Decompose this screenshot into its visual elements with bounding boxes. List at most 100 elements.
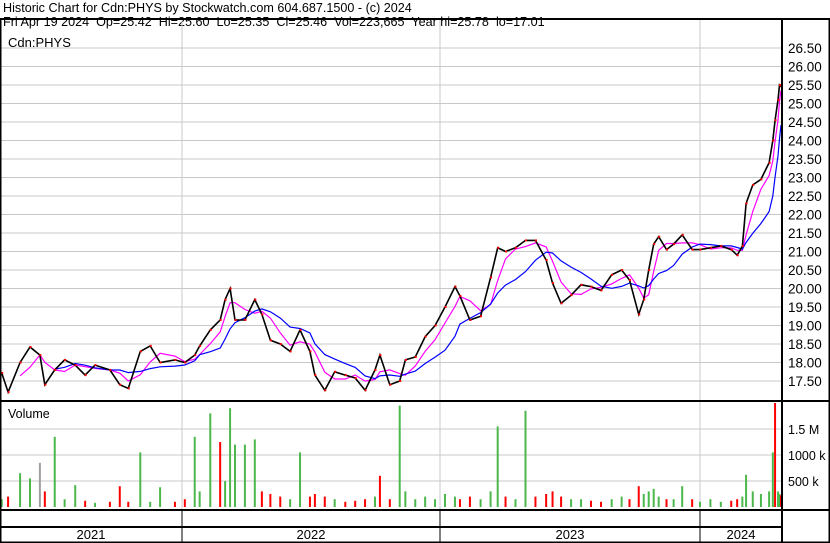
- volume-bar: [279, 496, 282, 507]
- close-marker: [261, 313, 264, 316]
- close-marker: [720, 244, 723, 247]
- volume-bar: [398, 405, 401, 507]
- close-marker: [84, 374, 87, 377]
- close-marker: [611, 273, 614, 276]
- close-marker: [399, 380, 402, 382]
- volume-bar: [323, 496, 326, 507]
- close-marker: [404, 358, 407, 361]
- volume-bar: [253, 439, 256, 507]
- volume-bar: [159, 487, 162, 507]
- volume-bar: [610, 499, 613, 507]
- close-marker: [681, 233, 684, 236]
- volume-bar: [768, 491, 771, 507]
- volume-bar: [468, 496, 471, 507]
- volume-bar: [458, 499, 461, 507]
- volume-bar: [741, 496, 744, 507]
- volume-bar: [404, 491, 407, 507]
- close-marker: [54, 368, 57, 371]
- volume-bar: [373, 496, 376, 507]
- close-marker: [760, 178, 763, 181]
- volume-bar: [709, 499, 712, 507]
- close-marker: [149, 344, 152, 347]
- volume-bar: [364, 499, 367, 507]
- close-marker: [505, 250, 508, 253]
- volume-bar: [63, 499, 66, 507]
- close-marker: [289, 350, 292, 353]
- close-marker: [534, 239, 537, 242]
- volume-bar: [28, 478, 31, 507]
- volume-bar: [496, 426, 499, 507]
- volume-bar: [414, 499, 417, 507]
- price-tick-label: 22.00: [788, 208, 822, 223]
- volume-bar: [453, 496, 456, 507]
- price-tick-label: 24.50: [788, 115, 822, 130]
- close-marker: [648, 269, 651, 271]
- volume-bar: [489, 491, 492, 507]
- close-marker: [344, 374, 347, 377]
- volume-bar: [333, 499, 336, 507]
- close-marker: [159, 361, 162, 364]
- close-marker: [752, 183, 755, 186]
- close-marker: [560, 302, 563, 305]
- chart-frame: [0, 18, 830, 543]
- close-marker: [434, 324, 437, 327]
- volume-bar: [299, 452, 302, 507]
- close-marker: [194, 354, 197, 357]
- close-marker: [244, 318, 247, 321]
- close-marker: [638, 313, 641, 316]
- volume-bar: [599, 501, 602, 507]
- volume-bar: [545, 494, 548, 507]
- volume-bar: [198, 491, 201, 507]
- volume-bar: [289, 499, 292, 507]
- volume-bar: [590, 500, 593, 507]
- price-tick-label: 19.00: [788, 319, 822, 334]
- close-marker: [234, 318, 237, 321]
- close-marker: [497, 246, 500, 249]
- close-marker: [279, 343, 282, 345]
- volume-bar: [745, 474, 748, 507]
- close-marker: [314, 374, 317, 377]
- volume-bar: [771, 452, 774, 507]
- price-tick-label: 23.00: [788, 171, 822, 186]
- price-line: [0, 83, 782, 395]
- close-marker: [74, 364, 77, 367]
- close-marker: [673, 243, 676, 246]
- volume-bar: [652, 488, 655, 507]
- close-marker: [768, 161, 771, 164]
- price-tick-label: 20.50: [788, 263, 822, 278]
- volume-bar: [19, 473, 22, 507]
- volume-bar: [699, 501, 701, 507]
- outer-border: [0, 18, 830, 543]
- close-marker: [545, 259, 548, 262]
- price-tick-label: 26.00: [788, 60, 822, 75]
- volume-bar: [260, 491, 263, 507]
- volume-bar: [534, 496, 537, 507]
- volume-bar: [551, 491, 554, 507]
- chart-title: Historic Chart for Cdn:PHYS by Stockwatc…: [3, 1, 412, 15]
- volume-bar: [224, 481, 227, 507]
- close-marker: [354, 377, 357, 380]
- price-tick-label: 25.50: [788, 78, 822, 93]
- close-marker: [643, 298, 646, 301]
- volume-bar: [479, 499, 482, 507]
- volume-bar: [665, 499, 668, 507]
- close-marker: [199, 344, 202, 347]
- volume-tick-label: 500 k: [788, 475, 819, 489]
- year-label: 2023: [556, 527, 585, 542]
- volume-bar: [388, 499, 391, 507]
- volume-tick-label: 1.5 M: [788, 423, 819, 437]
- close-marker: [621, 269, 624, 271]
- volume-bar: [672, 499, 675, 507]
- close-marker: [414, 355, 417, 358]
- volume-bar: [118, 486, 121, 507]
- close-marker: [389, 383, 392, 386]
- close-marker: [44, 383, 47, 386]
- volume-bar: [0, 499, 3, 507]
- volume-bar: [108, 501, 111, 507]
- volume-bar: [183, 499, 186, 507]
- close-marker: [29, 345, 32, 348]
- close-marker: [736, 254, 739, 257]
- volume-bar: [209, 413, 212, 507]
- volume-bar: [313, 494, 316, 507]
- axis-labels: Cdn:PHYS Volume 17.50 18.00 18.50 19.00 19.5…: [8, 35, 826, 542]
